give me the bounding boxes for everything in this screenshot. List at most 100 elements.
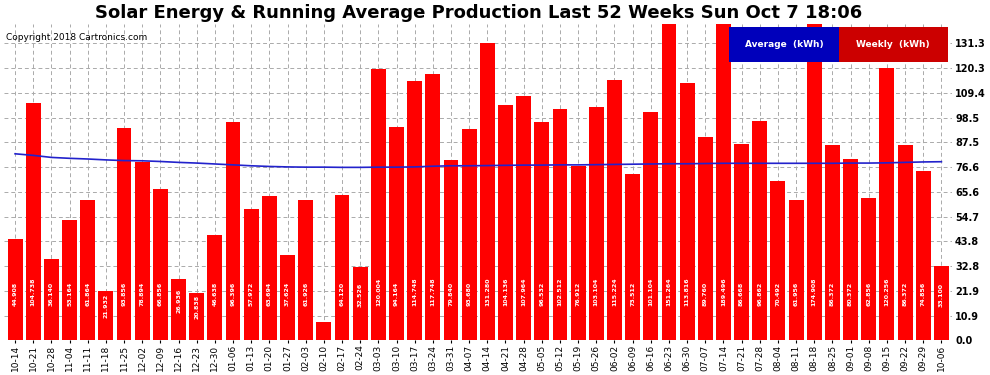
Text: 189.496: 189.496 [721, 278, 726, 306]
Bar [916, 171, 931, 340]
Text: 120.256: 120.256 [884, 278, 889, 306]
Bar [879, 68, 894, 340]
Bar [461, 129, 476, 340]
Text: 64.120: 64.120 [340, 282, 345, 306]
Text: 114.748: 114.748 [412, 278, 417, 306]
Text: 120.004: 120.004 [376, 278, 381, 306]
Text: 86.372: 86.372 [830, 282, 835, 306]
Text: 44.908: 44.908 [13, 282, 18, 306]
Bar [8, 239, 23, 340]
Bar [570, 166, 585, 340]
Text: 21.932: 21.932 [103, 294, 108, 318]
Bar [898, 145, 913, 340]
Text: 101.104: 101.104 [648, 278, 653, 306]
Bar [625, 174, 641, 340]
Bar [843, 159, 858, 340]
Text: 107.964: 107.964 [521, 278, 526, 306]
Bar [152, 189, 168, 340]
Text: 74.856: 74.856 [921, 282, 926, 306]
Bar [80, 201, 95, 340]
Text: 96.532: 96.532 [540, 282, 545, 306]
Bar [371, 69, 386, 340]
Bar [26, 104, 41, 340]
Bar [716, 0, 731, 340]
Text: Copyright 2018 Cartronics.com: Copyright 2018 Cartronics.com [6, 33, 148, 42]
Text: 76.912: 76.912 [575, 282, 581, 306]
Bar [444, 160, 458, 340]
Text: 32.526: 32.526 [357, 283, 362, 307]
Bar [789, 200, 804, 340]
Text: 93.680: 93.680 [466, 282, 471, 306]
Text: 37.624: 37.624 [285, 282, 290, 306]
Bar [516, 96, 531, 340]
Bar [661, 0, 676, 340]
Bar [407, 81, 422, 340]
Bar [135, 162, 149, 340]
Text: 117.748: 117.748 [431, 278, 436, 306]
Bar [280, 255, 295, 340]
Text: 61.926: 61.926 [303, 282, 308, 306]
Text: 96.396: 96.396 [231, 282, 236, 306]
Bar [589, 107, 604, 340]
Text: 57.972: 57.972 [248, 282, 253, 306]
Bar [389, 128, 404, 341]
Text: 151.264: 151.264 [666, 278, 671, 306]
Text: 61.956: 61.956 [794, 282, 799, 306]
Bar [262, 196, 277, 340]
Text: 70.492: 70.492 [775, 282, 780, 306]
Bar [171, 279, 186, 340]
Bar [44, 259, 58, 340]
Text: 94.164: 94.164 [394, 282, 399, 306]
Bar [98, 291, 113, 340]
Bar [770, 181, 785, 340]
Bar [317, 322, 332, 340]
Title: Solar Energy & Running Average Production Last 52 Weeks Sun Oct 7 18:06: Solar Energy & Running Average Productio… [95, 4, 862, 22]
Bar [735, 144, 749, 340]
Text: 79.840: 79.840 [448, 282, 453, 306]
Bar [298, 200, 313, 340]
Text: 131.280: 131.280 [485, 278, 490, 306]
Bar [480, 44, 495, 340]
Text: 115.224: 115.224 [612, 278, 617, 306]
Bar [498, 105, 513, 340]
Text: 66.856: 66.856 [157, 282, 163, 306]
Text: 86.372: 86.372 [903, 282, 908, 306]
Bar [335, 195, 349, 340]
Text: 20.838: 20.838 [194, 295, 199, 319]
Bar [62, 220, 77, 340]
Text: 73.512: 73.512 [630, 282, 636, 306]
Text: 96.862: 96.862 [757, 282, 762, 306]
Text: 61.864: 61.864 [85, 282, 90, 306]
Bar [552, 108, 567, 340]
Text: 102.512: 102.512 [557, 278, 562, 306]
Bar [607, 80, 622, 340]
Bar [644, 112, 658, 340]
Bar [426, 74, 441, 341]
Text: 93.856: 93.856 [122, 282, 127, 306]
Bar [244, 209, 258, 340]
Bar [698, 137, 713, 340]
Bar [934, 266, 948, 340]
Bar [680, 83, 695, 340]
Text: 104.136: 104.136 [503, 278, 508, 306]
Text: 36.140: 36.140 [49, 282, 53, 306]
Bar [117, 128, 132, 340]
Text: 63.694: 63.694 [267, 282, 272, 306]
Bar [189, 293, 204, 340]
Text: 86.668: 86.668 [740, 282, 744, 306]
Bar [535, 122, 549, 340]
Text: 26.936: 26.936 [176, 289, 181, 313]
Bar [352, 267, 367, 340]
Bar [825, 145, 840, 340]
Text: 174.908: 174.908 [812, 278, 817, 306]
Text: 78.894: 78.894 [140, 282, 145, 306]
Bar [807, 0, 822, 340]
Bar [208, 235, 223, 340]
Text: 33.100: 33.100 [939, 283, 943, 307]
Text: 103.104: 103.104 [594, 278, 599, 306]
Text: 53.164: 53.164 [67, 282, 72, 306]
Text: 80.372: 80.372 [848, 282, 853, 306]
Bar [226, 122, 241, 340]
Text: 62.856: 62.856 [866, 282, 871, 306]
Bar [752, 121, 767, 340]
